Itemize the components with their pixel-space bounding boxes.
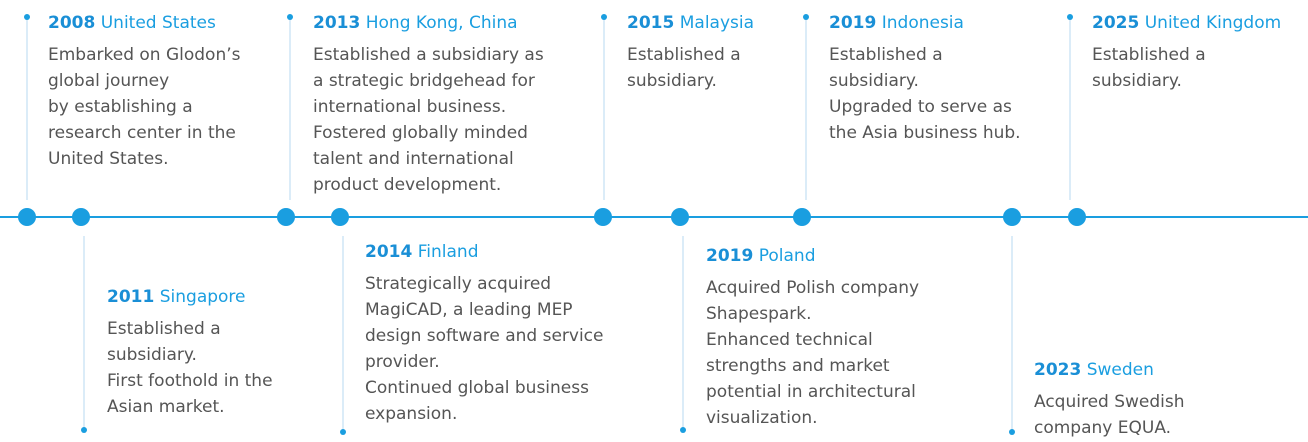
event-year: 2015 <box>627 13 674 33</box>
event: 2013 Hong Kong, China Established a subsi… <box>287 13 544 200</box>
connector-dot <box>1009 429 1015 435</box>
event-description-line: Enhanced technical <box>706 330 873 350</box>
event-description-line: by establishing a <box>48 97 193 117</box>
event-place: Finland <box>418 242 479 262</box>
event-title: 2013 Hong Kong, China <box>313 13 518 33</box>
event-title: 2019 Poland <box>706 246 816 266</box>
event-year: 2025 <box>1092 13 1139 33</box>
event: 2011 Singapore Established a subsidiary. Fi… <box>81 236 273 433</box>
event-place: United Kingdom <box>1145 13 1281 33</box>
dot <box>793 208 811 226</box>
event-year: 2013 <box>313 13 360 33</box>
event-description-line: research center in the <box>48 123 236 143</box>
event-title: 2008 United States <box>48 13 216 33</box>
main-dots <box>18 208 1086 226</box>
connector-dot <box>803 14 809 20</box>
event-description-line: strengths and market <box>706 356 890 376</box>
event-description-line: subsidiary. <box>627 71 717 91</box>
connector-dot <box>340 429 346 435</box>
dot <box>331 208 349 226</box>
event: 2019 Indonesia Established a subsidiary. Up… <box>803 13 1021 200</box>
event-place: Hong Kong, China <box>366 13 518 33</box>
event-description-line: talent and international <box>313 149 514 169</box>
event-year: 2023 <box>1034 360 1081 380</box>
event-description-line: design software and service <box>365 326 604 346</box>
event-title: 2019 Indonesia <box>829 13 964 33</box>
event-description-line: provider. <box>365 352 440 372</box>
event-description-line: Embarked on Glodon’s <box>48 45 241 65</box>
event-description-line: expansion. <box>365 404 457 424</box>
dot <box>671 208 689 226</box>
event-description-line: First foothold in the <box>107 371 273 391</box>
event: 2014 Finland Strategically acquired MagiCA… <box>340 236 604 435</box>
event-description-line: subsidiary. <box>1092 71 1182 91</box>
event: 2023 Sweden Acquired Swedish company EQUA. <box>1009 236 1185 438</box>
connector-dot <box>680 427 686 433</box>
event-year: 2019 <box>829 13 876 33</box>
event-description-line: Established a <box>1092 45 1206 65</box>
event-description-line: subsidiary. <box>829 71 919 91</box>
event-place: Sweden <box>1087 360 1154 380</box>
event-description-line: potential in architectural <box>706 382 916 402</box>
event-description-line: Acquired Swedish <box>1034 392 1185 412</box>
event-description-line: Established a <box>107 319 221 339</box>
event-description-line: Strategically acquired <box>365 274 551 294</box>
event-description-line: product development. <box>313 175 501 195</box>
event: 2015 Malaysia Established a subsidiary. <box>601 13 754 200</box>
event-description-line: subsidiary. <box>107 345 197 365</box>
dot <box>594 208 612 226</box>
event-year: 2011 <box>107 287 154 307</box>
event-description-line: company EQUA. <box>1034 418 1171 438</box>
event: 2025 United Kingdom Established a subsidia… <box>1067 13 1281 200</box>
event-description-line: global journey <box>48 71 169 91</box>
dot <box>18 208 36 226</box>
event: 2019 Poland Acquired Polish company Shapes… <box>680 236 919 433</box>
event-title: 2011 Singapore <box>107 287 246 307</box>
event-description-line: visualization. <box>706 408 818 428</box>
event-description-line: Upgraded to serve as <box>829 97 1012 117</box>
event-description-line: Continued global business <box>365 378 589 398</box>
event-description-line: MagiCAD, a leading MEP <box>365 300 573 320</box>
event-year: 2019 <box>706 246 753 266</box>
event-description-line: a strategic bridgehead for <box>313 71 535 91</box>
event-title: 2014 Finland <box>365 242 478 262</box>
event-description-line: United States. <box>48 149 169 169</box>
event-place: Malaysia <box>680 13 754 33</box>
event-title: 2023 Sweden <box>1034 360 1154 380</box>
connector-dot <box>601 14 607 20</box>
dot <box>1068 208 1086 226</box>
event-description-line: international business. <box>313 97 506 117</box>
event-place: United States <box>101 13 216 33</box>
connector-dot <box>24 14 30 20</box>
event-description-line: the Asia business hub. <box>829 123 1021 143</box>
event-place: Indonesia <box>882 13 964 33</box>
event-place: Poland <box>759 246 816 266</box>
event-year: 2014 <box>365 242 412 262</box>
event-description-line: Shapespark. <box>706 304 812 324</box>
dot <box>1003 208 1021 226</box>
dot <box>277 208 295 226</box>
connector-dot <box>81 427 87 433</box>
event-title: 2025 United Kingdom <box>1092 13 1281 33</box>
event: 2008 United States Embarked on Glodon’s gl… <box>24 13 241 200</box>
event-description-line: Asian market. <box>107 397 225 417</box>
event-description-line: Established a <box>829 45 943 65</box>
event-year: 2008 <box>48 13 95 33</box>
dot <box>72 208 90 226</box>
event-title: 2015 Malaysia <box>627 13 754 33</box>
event-description-line: Acquired Polish company <box>706 278 919 298</box>
event-place: Singapore <box>160 287 246 307</box>
connector-dot <box>287 14 293 20</box>
connector-dot <box>1067 14 1073 20</box>
event-description-line: Established a <box>627 45 741 65</box>
event-description-line: Established a subsidiary as <box>313 45 544 65</box>
event-description-line: Fostered globally minded <box>313 123 528 143</box>
